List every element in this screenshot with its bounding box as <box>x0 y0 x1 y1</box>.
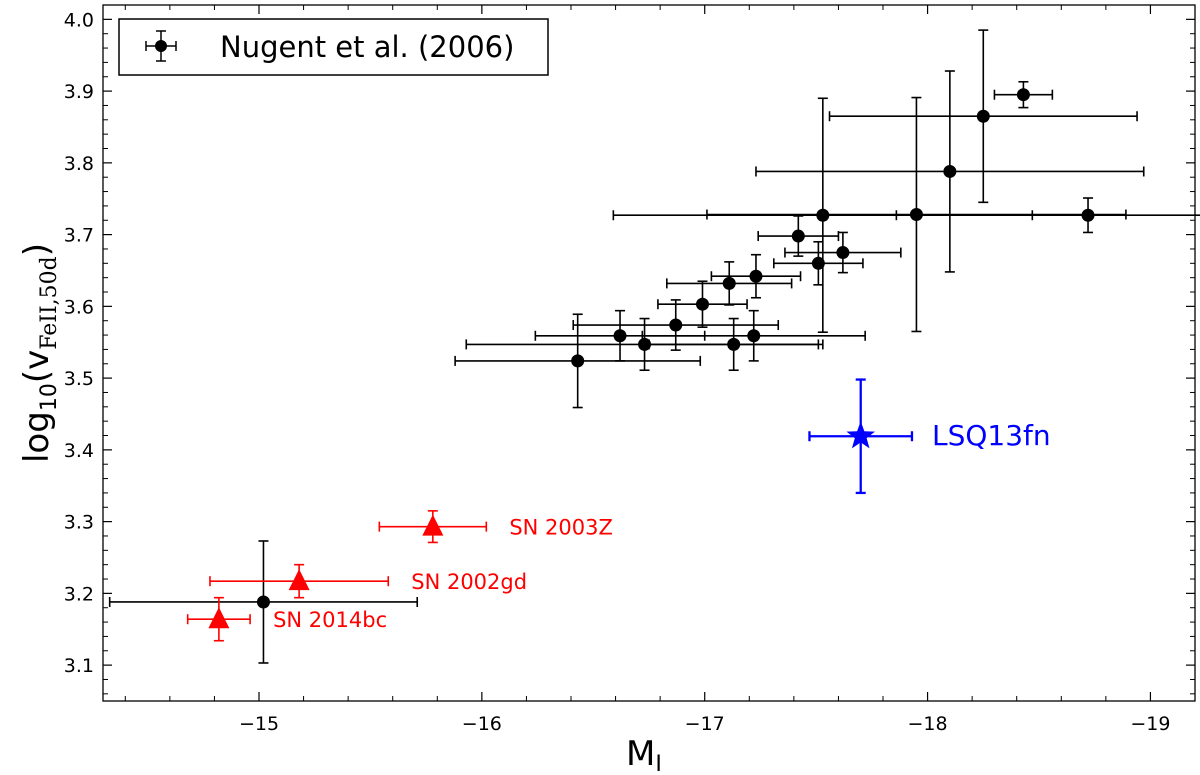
data-point <box>772 240 864 286</box>
data-point <box>572 299 780 351</box>
x-axis-label: MI <box>626 734 662 775</box>
data-point <box>454 313 702 409</box>
data-point <box>657 280 748 328</box>
y-axis-label: log10(vFeII,50d) <box>17 243 62 463</box>
plot-area: SN 2003Z SN 2002gd SN 2014bc LSQ13fn <box>108 29 1200 664</box>
point-marker <box>1016 88 1030 102</box>
point-label: SN 2002gd <box>411 570 527 594</box>
x-tick-label: −15 <box>239 713 279 735</box>
point-marker <box>613 329 627 343</box>
point-label: SN 2014bc <box>273 608 387 632</box>
point-marker <box>1081 208 1095 222</box>
point-marker <box>816 208 830 222</box>
data-point <box>993 80 1054 109</box>
y-tick-label: 3.4 <box>64 440 94 462</box>
point-marker <box>943 164 957 178</box>
data-point <box>108 540 419 664</box>
point-marker <box>836 246 850 260</box>
legend-label: Nugent et al. (2006) <box>220 30 514 64</box>
data-point <box>757 215 840 257</box>
legend-marker-dot <box>155 40 167 52</box>
triangle-marker <box>288 569 310 591</box>
y-tick-label: 3.1 <box>64 655 94 677</box>
plot-frame <box>102 4 1196 702</box>
legend-box <box>118 18 549 76</box>
x-tick-label: −16 <box>462 713 502 735</box>
data-point <box>784 231 902 274</box>
star-marker <box>846 421 875 449</box>
y-tick-label: 3.9 <box>64 81 94 103</box>
data-point <box>612 97 1034 333</box>
point-marker <box>722 276 736 290</box>
y-tick-label: 4.0 <box>64 9 94 31</box>
data-point <box>710 253 802 299</box>
point-marker <box>791 229 805 243</box>
triangle-marker <box>208 607 230 629</box>
point-marker <box>749 269 763 283</box>
point-marker <box>669 318 683 332</box>
data-point: SN 2003Z <box>378 510 613 544</box>
data-point <box>648 317 820 372</box>
data-point: SN 2002gd <box>209 563 527 599</box>
axis-ticks: −15 −16 −17 −18 −19 3.1 3.2 3.3 3.4 3.5 3.6 3.7 3.8 3… <box>64 4 1195 735</box>
data-point: LSQ13fn <box>808 378 1051 495</box>
point-marker <box>747 329 761 343</box>
y-tick-label: 3.7 <box>64 225 94 247</box>
data-point: SN 2014bc <box>186 596 387 642</box>
data-point <box>641 309 866 362</box>
x-tick-label: −17 <box>685 713 725 735</box>
x-tick-label: −19 <box>1130 713 1170 735</box>
y-tick-label: 3.3 <box>64 512 94 534</box>
triangle-marker <box>422 514 444 536</box>
y-tick-label: 3.6 <box>64 296 94 318</box>
point-label: LSQ13fn <box>932 419 1051 452</box>
x-tick-label: −18 <box>908 713 948 735</box>
y-tick-label: 3.2 <box>64 583 94 605</box>
point-marker <box>727 337 741 351</box>
point-label: SN 2003Z <box>509 516 613 540</box>
data-point <box>755 70 1145 273</box>
point-marker <box>571 354 585 368</box>
point-marker <box>811 256 825 270</box>
point-marker <box>638 337 652 351</box>
data-point <box>828 29 1138 204</box>
point-marker <box>695 297 709 311</box>
point-marker <box>976 109 990 123</box>
legend: Nugent et al. (2006) <box>118 18 549 76</box>
y-tick-label: 3.5 <box>64 368 94 390</box>
y-tick-label: 3.8 <box>64 153 94 175</box>
point-marker <box>256 595 270 609</box>
